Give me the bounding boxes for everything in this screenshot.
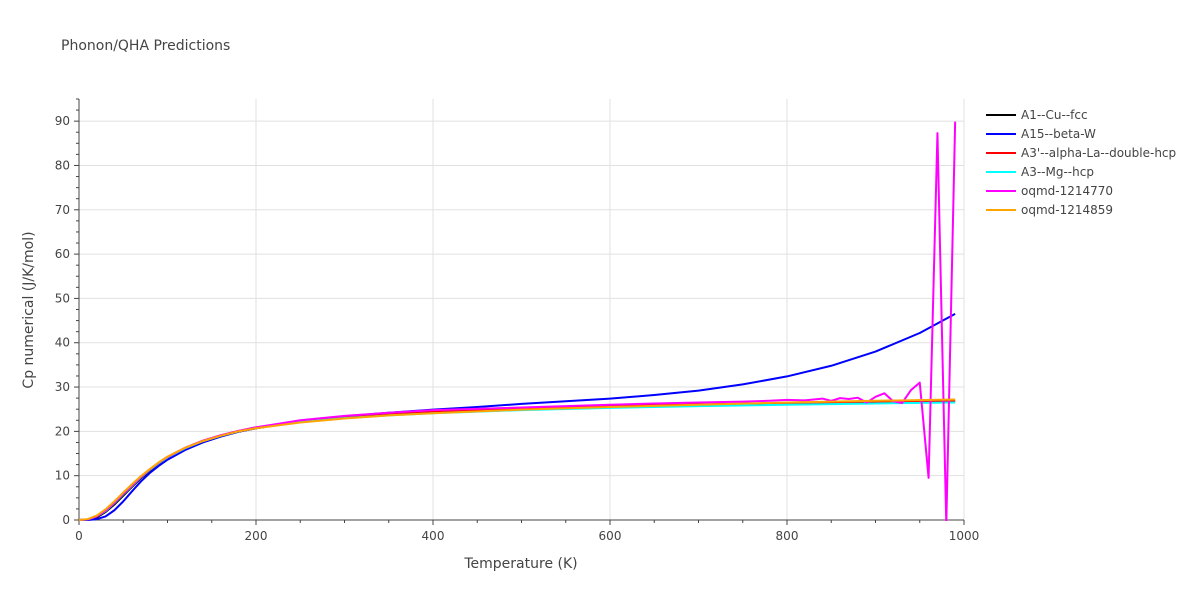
y-tick-label-1: 10 bbox=[55, 469, 70, 483]
x-tick-label-5: 1000 bbox=[949, 529, 980, 543]
axes bbox=[74, 98, 965, 525]
y-axis-label: Cp numerical (J/K/mol) bbox=[21, 231, 37, 388]
x-tick-label-4: 800 bbox=[776, 529, 799, 543]
legend-label-1: A15--beta-W bbox=[1021, 127, 1096, 141]
y-tick-label-8: 80 bbox=[55, 158, 70, 172]
y-tick-label-5: 50 bbox=[55, 291, 70, 305]
y-tick-label-9: 90 bbox=[55, 114, 70, 128]
x-tick-label-2: 400 bbox=[422, 529, 445, 543]
tick-labels: 0 200 400 600 800 1000 0 10 20 30 40 50 60 70 80 90 bbox=[55, 114, 980, 543]
y-tick-label-3: 30 bbox=[55, 380, 70, 394]
legend-item-3[interactable]: A3--Mg--hcp bbox=[986, 165, 1094, 179]
legend-label-3: A3--Mg--hcp bbox=[1021, 165, 1094, 179]
y-tick-label-2: 20 bbox=[55, 424, 70, 438]
grid bbox=[79, 99, 965, 520]
y-tick-label-7: 70 bbox=[55, 203, 70, 217]
legend-item-1[interactable]: A15--beta-W bbox=[986, 127, 1096, 141]
legend-label-4: oqmd-1214770 bbox=[1021, 184, 1113, 198]
series-line-1 bbox=[79, 313, 956, 521]
y-tick-label-6: 60 bbox=[55, 247, 70, 261]
legend: A1--Cu--fcc A15--beta-W A3'--alpha-La--dou… bbox=[986, 108, 1176, 217]
series-line-5 bbox=[79, 398, 956, 521]
x-axis-label: Temperature (K) bbox=[463, 556, 577, 572]
legend-label-2: A3'--alpha-La--double-hcp bbox=[1021, 146, 1176, 160]
x-tick-label-1: 200 bbox=[245, 529, 268, 543]
y-tick-label-0: 0 bbox=[62, 513, 70, 527]
x-tick-label-0: 0 bbox=[75, 529, 83, 543]
series-line-2 bbox=[79, 399, 956, 521]
plot-area bbox=[79, 121, 957, 521]
series-line-4 bbox=[79, 121, 957, 521]
chart-title: Phonon/QHA Predictions bbox=[61, 38, 230, 54]
legend-item-2[interactable]: A3'--alpha-La--double-hcp bbox=[986, 146, 1176, 160]
legend-item-5[interactable]: oqmd-1214859 bbox=[986, 203, 1113, 217]
legend-item-4[interactable]: oqmd-1214770 bbox=[986, 184, 1113, 198]
legend-label-5: oqmd-1214859 bbox=[1021, 203, 1113, 217]
legend-label-0: A1--Cu--fcc bbox=[1021, 108, 1088, 122]
y-tick-label-4: 40 bbox=[55, 336, 70, 350]
series-line-0 bbox=[79, 400, 956, 521]
legend-item-0[interactable]: A1--Cu--fcc bbox=[986, 108, 1088, 122]
series-line-3 bbox=[79, 401, 956, 521]
x-tick-label-3: 600 bbox=[599, 529, 622, 543]
